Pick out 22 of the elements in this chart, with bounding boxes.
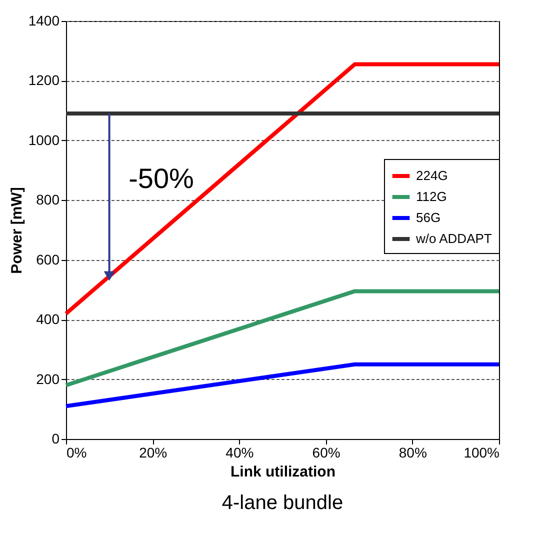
- y-tick-label: 0: [52, 430, 60, 446]
- y-tick-label: 800: [36, 192, 60, 208]
- y-axis-title: Power [mW]: [8, 187, 26, 274]
- x-tick-label: 40%: [226, 444, 254, 460]
- legend-label: 224G: [416, 168, 448, 183]
- legend-label: 56G: [416, 210, 441, 225]
- y-tick-label: 1200: [28, 72, 60, 88]
- y-tick-label: 200: [36, 370, 60, 387]
- x-tick-label: 0%: [66, 444, 87, 460]
- x-tick-label: 60%: [312, 444, 340, 460]
- x-tick-label: 20%: [139, 444, 168, 460]
- x-axis-title: Link utilization: [230, 464, 336, 480]
- legend-label: 112G: [416, 189, 447, 204]
- y-tick-label: 1000: [28, 132, 60, 148]
- text: 4-lane bundle: [222, 492, 344, 514]
- y-tick-label: 1400: [28, 12, 60, 28]
- x-tick-label: 80%: [398, 444, 427, 460]
- y-tick-label: 400: [36, 311, 60, 328]
- y-tick-label: 600: [36, 251, 60, 268]
- x-tick-label: 100%: [464, 444, 500, 460]
- annotation: -50%: [128, 162, 194, 194]
- legend-label: w/o ADDAPT: [415, 231, 492, 246]
